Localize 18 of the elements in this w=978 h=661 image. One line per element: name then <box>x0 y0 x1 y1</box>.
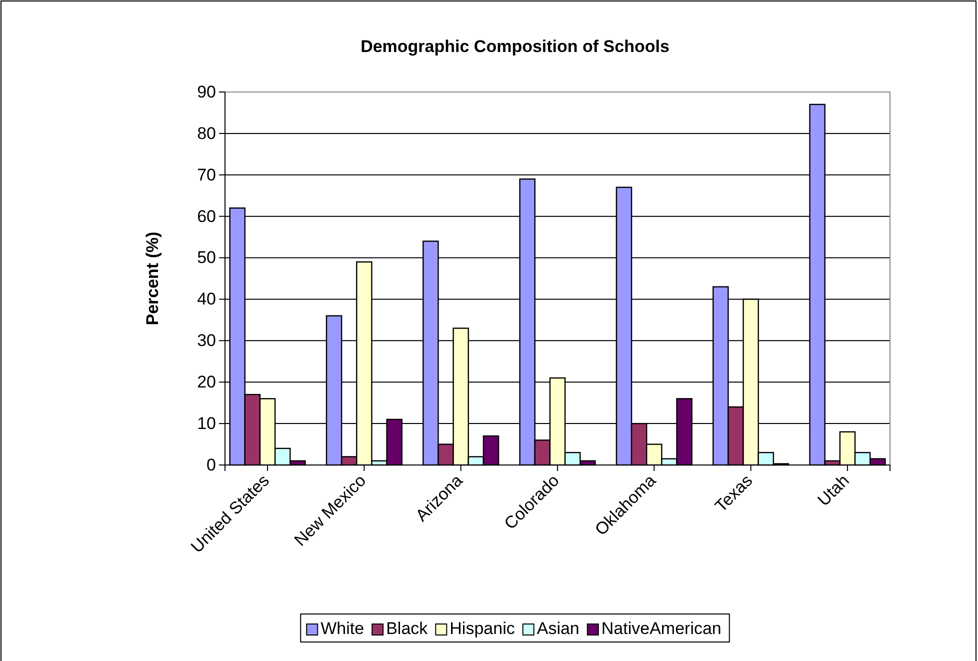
legend-label: NativeAmerican <box>601 619 722 638</box>
chart-title: Demographic Composition of Schools <box>360 37 670 56</box>
y-tick-label: 10 <box>197 414 216 433</box>
y-tick-label: 40 <box>197 290 216 309</box>
x-tick-label: Utah <box>814 470 853 510</box>
legend-label: Black <box>386 619 428 638</box>
legend-label: Asian <box>536 619 580 638</box>
y-tick-label: 80 <box>197 124 216 143</box>
legend-label: White <box>320 619 364 638</box>
y-tick-label: 20 <box>197 372 216 392</box>
y-axis-title: Percent (%) <box>143 232 162 326</box>
legend-label: Hispanic <box>450 619 516 638</box>
y-tick-label: 0 <box>206 455 216 474</box>
y-tick-label: 90 <box>197 82 216 102</box>
y-tick-label: 50 <box>197 248 216 268</box>
y-tick-label: 60 <box>197 206 216 226</box>
y-tick-label: 70 <box>197 165 216 184</box>
y-tick-label: 30 <box>197 331 216 350</box>
